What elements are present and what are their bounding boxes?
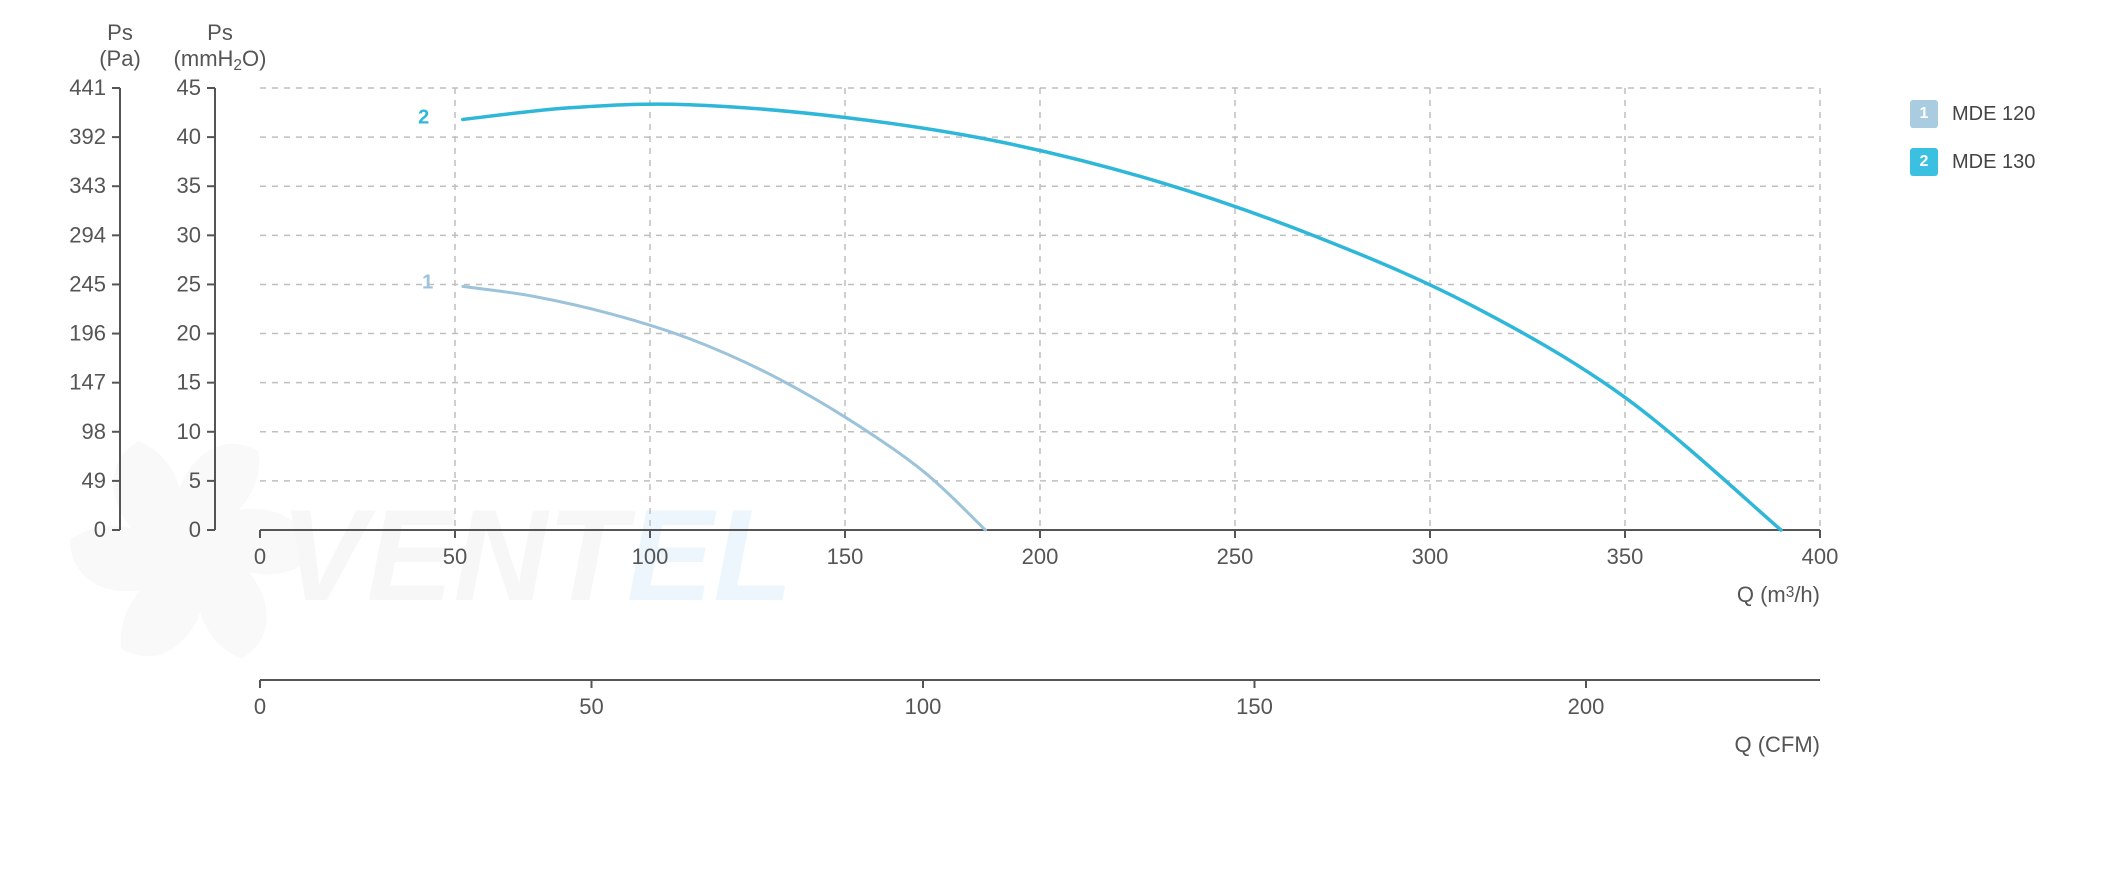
svg-text:400: 400 bbox=[1802, 544, 1839, 569]
svg-text:294: 294 bbox=[69, 222, 106, 247]
svg-text:Q (m3/h): Q (m3/h) bbox=[1737, 582, 1820, 607]
svg-text:10: 10 bbox=[177, 419, 201, 444]
legend-label-2: MDE 130 bbox=[1952, 151, 2035, 174]
svg-text:(mmH2O): (mmH2O) bbox=[174, 46, 267, 74]
svg-text:0: 0 bbox=[94, 517, 106, 542]
svg-text:98: 98 bbox=[82, 419, 106, 444]
svg-text:100: 100 bbox=[632, 544, 669, 569]
svg-text:50: 50 bbox=[443, 544, 467, 569]
legend-swatch-1: 1 bbox=[1910, 100, 1938, 128]
svg-text:15: 15 bbox=[177, 370, 201, 395]
svg-text:30: 30 bbox=[177, 222, 201, 247]
svg-text:196: 196 bbox=[69, 321, 106, 346]
svg-text:200: 200 bbox=[1022, 544, 1059, 569]
legend-label-1: MDE 120 bbox=[1952, 103, 2035, 126]
svg-text:150: 150 bbox=[1236, 694, 1273, 719]
svg-text:1: 1 bbox=[422, 271, 433, 293]
svg-text:250: 250 bbox=[1217, 544, 1254, 569]
svg-text:(Pa): (Pa) bbox=[99, 46, 141, 71]
svg-text:0: 0 bbox=[254, 694, 266, 719]
svg-text:245: 245 bbox=[69, 271, 106, 296]
curve-2 bbox=[463, 104, 1781, 530]
svg-text:0: 0 bbox=[189, 517, 201, 542]
svg-text:Ps: Ps bbox=[107, 20, 133, 45]
legend-item-2: 2 MDE 130 bbox=[1910, 148, 2035, 176]
svg-text:5: 5 bbox=[189, 468, 201, 493]
performance-chart: 04998147196245294343392441Ps(Pa)05101520… bbox=[0, 0, 1880, 800]
legend-swatch-2: 2 bbox=[1910, 148, 1938, 176]
svg-text:45: 45 bbox=[177, 75, 201, 100]
page: VENTEL 04998147196245294343392441Ps(Pa)0… bbox=[0, 0, 2101, 877]
svg-text:150: 150 bbox=[827, 544, 864, 569]
svg-text:147: 147 bbox=[69, 370, 106, 395]
svg-text:100: 100 bbox=[905, 694, 942, 719]
svg-text:40: 40 bbox=[177, 124, 201, 149]
svg-text:Q (CFM): Q (CFM) bbox=[1734, 732, 1820, 757]
legend-item-1: 1 MDE 120 bbox=[1910, 100, 2035, 128]
svg-text:343: 343 bbox=[69, 173, 106, 198]
svg-text:Ps: Ps bbox=[207, 20, 233, 45]
svg-text:49: 49 bbox=[82, 468, 106, 493]
svg-text:20: 20 bbox=[177, 321, 201, 346]
svg-text:441: 441 bbox=[69, 75, 106, 100]
svg-text:300: 300 bbox=[1412, 544, 1449, 569]
svg-text:392: 392 bbox=[69, 124, 106, 149]
svg-text:350: 350 bbox=[1607, 544, 1644, 569]
legend: 1 MDE 120 2 MDE 130 bbox=[1910, 100, 2035, 196]
curve-1 bbox=[463, 286, 986, 530]
svg-text:2: 2 bbox=[418, 106, 429, 128]
svg-text:25: 25 bbox=[177, 271, 201, 296]
legend-swatch-2-id: 2 bbox=[1920, 153, 1929, 171]
svg-text:0: 0 bbox=[254, 544, 266, 569]
svg-text:50: 50 bbox=[579, 694, 603, 719]
svg-text:200: 200 bbox=[1568, 694, 1605, 719]
legend-swatch-1-id: 1 bbox=[1920, 105, 1929, 123]
svg-text:35: 35 bbox=[177, 173, 201, 198]
